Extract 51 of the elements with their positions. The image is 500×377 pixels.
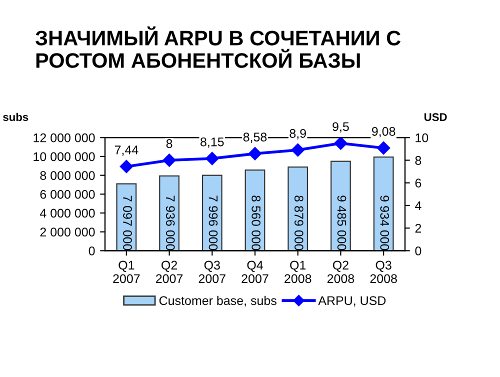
- data-label: 9,5: [332, 122, 349, 133]
- data-label: 8: [166, 139, 172, 148]
- x-tick-label: Q2 2007: [156, 260, 183, 284]
- y-tick-label: 2 000 000: [40, 228, 95, 237]
- y-axis-title: subs: [3, 112, 28, 122]
- x-tick-label: Q1 2007: [113, 260, 140, 284]
- x-tick-label: Q3 2007: [198, 260, 226, 284]
- point: [291, 143, 304, 157]
- legend-label: Customer base, subs: [159, 296, 276, 307]
- x-tick-label: Q4 2007: [242, 260, 268, 284]
- bar: [330, 160, 351, 251]
- point: [120, 160, 134, 174]
- y-tick-label: 8 000 000: [40, 171, 95, 180]
- data-label: 7 097 000: [123, 196, 132, 250]
- y-tick-label: 0: [88, 246, 95, 256]
- data-label: 7 996 000: [208, 196, 218, 250]
- x-tick-label: Q1 2008: [284, 260, 312, 284]
- data-label: 8 560 000: [252, 196, 260, 250]
- data-label: 7,44: [114, 146, 138, 156]
- data-label: 9 934 000: [380, 196, 390, 250]
- chart-title: ЗНАЧИМЫЙ ARPU В СОЧЕТАНИИ С РОСТОМ АБОНЕНТСКОЙ БАЗЫ: [35, 26, 401, 68]
- x-tick-label: Q3 2008: [370, 260, 397, 284]
- y2-tick-label: 8: [415, 156, 422, 165]
- y2-axis-title: USD: [424, 113, 447, 122]
- y2-tick-label: 10: [416, 133, 428, 142]
- y-tick-label: 6 000 000: [40, 190, 95, 199]
- legend-label: ARPU, USD: [318, 296, 386, 307]
- x-tick-label: Q2 2008: [327, 260, 354, 284]
- point: [206, 152, 219, 166]
- data-label: 7 936 000: [166, 196, 175, 250]
- data-label: 9 485 000: [337, 196, 346, 250]
- y-tick-label: 4 000 000: [40, 208, 95, 218]
- data-label: 8,15: [200, 137, 224, 148]
- y-tick-label: 12 000 000: [34, 133, 95, 142]
- y-tick-label: 10 000 000: [34, 152, 95, 162]
- data-label: 8,58: [243, 132, 267, 143]
- point: [248, 147, 262, 160]
- bar: [159, 175, 180, 251]
- bar: [288, 166, 308, 251]
- data-label: 8,9: [290, 129, 306, 140]
- point: [162, 154, 176, 167]
- point: [376, 141, 390, 155]
- y2-tick-label: 0: [415, 246, 422, 256]
- data-label: 8 879 000: [294, 196, 304, 250]
- y2-tick-label: 4: [415, 201, 422, 210]
- bar: [202, 174, 222, 251]
- data-label: 9,08: [372, 126, 396, 138]
- y2-tick-label: 6: [415, 178, 422, 188]
- point: [334, 138, 348, 150]
- y2-tick-label: 2: [415, 224, 422, 233]
- bar: [373, 156, 394, 251]
